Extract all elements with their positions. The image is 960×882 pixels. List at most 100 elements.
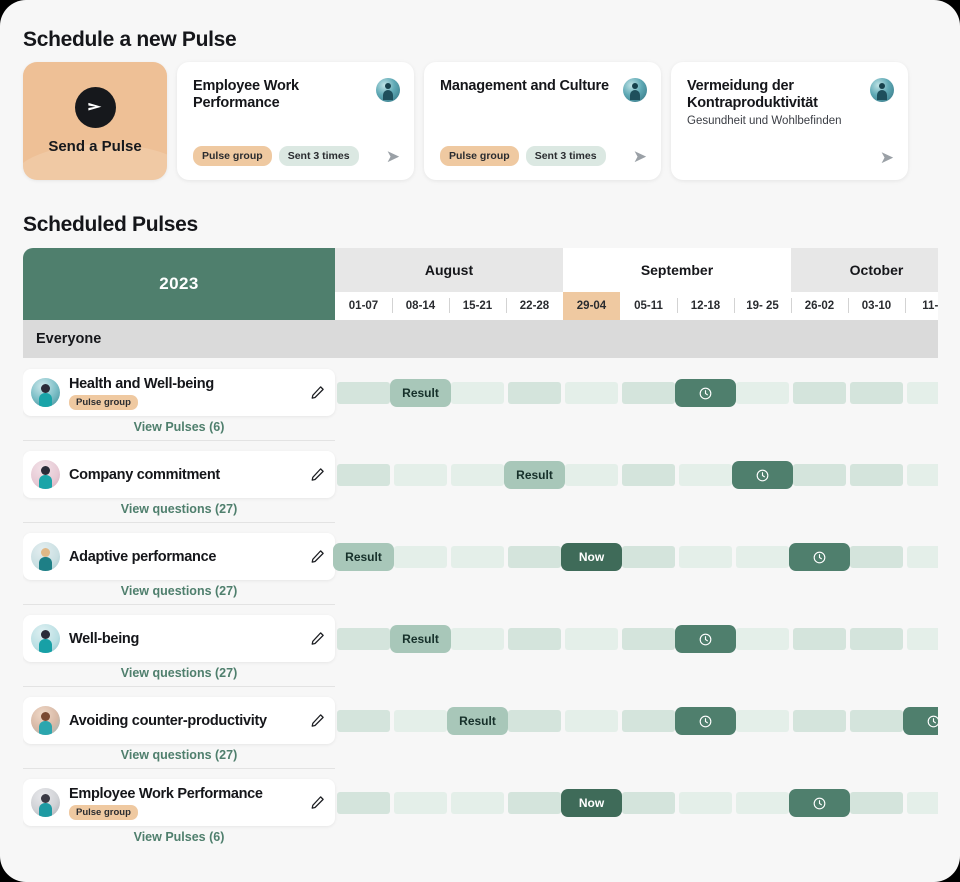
now-marker[interactable]: Now (561, 789, 622, 817)
pencil-icon[interactable] (310, 549, 325, 564)
view-items-link[interactable]: View questions (27) (120, 502, 238, 516)
pencil-icon[interactable] (310, 467, 325, 482)
scheduled-clock-marker[interactable] (789, 543, 850, 571)
send-arrow-icon[interactable]: ➤ (385, 146, 400, 166)
track-segment (850, 710, 903, 732)
pulse-card-title: Management and Culture (440, 78, 609, 94)
week-cell-5[interactable]: 05-11 (634, 300, 663, 312)
scheduled-clock-marker[interactable] (903, 707, 938, 735)
pulse-row-card[interactable]: Avoiding counter-productivity (23, 697, 335, 744)
scheduled-clock-marker[interactable] (789, 789, 850, 817)
week-cell-2[interactable]: 15-21 (449, 292, 506, 320)
pulse-row-card[interactable]: Adaptive performance (23, 533, 335, 580)
result-marker[interactable]: Result (390, 379, 451, 407)
sent-times-tag: Sent 3 times (525, 146, 606, 166)
pulse-row-name: Avoiding counter-productivity (69, 712, 267, 729)
pulse-row-name: Well-being (69, 630, 140, 647)
scheduled-clock-marker[interactable] (675, 625, 736, 653)
two-people-avatar (31, 706, 60, 735)
sent-times-tag: Sent 3 times (278, 146, 359, 166)
view-items-link[interactable]: View Pulses (6) (133, 830, 225, 844)
view-items-link[interactable]: View questions (27) (120, 666, 238, 680)
week-cell-0[interactable]: 01-07 (348, 300, 379, 312)
pulse-card-2[interactable]: Vermeidung der Kontraproduktivität Gesun… (671, 62, 908, 180)
pulse-row-card[interactable]: Health and Well-being Pulse group (23, 369, 335, 416)
track-segment (679, 546, 732, 568)
view-items-link[interactable]: View Pulses (6) (133, 420, 225, 434)
woman-headset-avatar (31, 378, 60, 407)
pulse-row-card[interactable]: Company commitment (23, 451, 335, 498)
track-segment (451, 464, 504, 486)
pulse-row-text: Well-being (69, 631, 310, 647)
timeline-rows: Health and Well-being Pulse group View Pul… (23, 358, 938, 848)
view-items-link[interactable]: View questions (27) (120, 748, 238, 762)
pulse-row-text: Company commitment (69, 467, 310, 483)
pulse-group-badge: Pulse group (69, 804, 138, 820)
track-segment (907, 382, 938, 404)
week-cell-1[interactable]: 08-14 (392, 292, 449, 320)
group-header-label: Everyone (36, 331, 102, 347)
woman-waving-avatar (31, 460, 60, 489)
track-segment (337, 792, 390, 814)
pulse-group-tag: Pulse group (440, 146, 519, 166)
track-segment (793, 628, 846, 650)
result-marker[interactable]: Result (390, 625, 451, 653)
pulse-row-name: Adaptive performance (69, 548, 217, 565)
send-a-pulse-label: Send a Pulse (48, 138, 142, 155)
stressed-person-avatar (31, 788, 60, 817)
pulse-card-1[interactable]: Management and Culture Pulse group Sent … (424, 62, 661, 180)
pulse-row-card[interactable]: Employee Work Performance Pulse group (23, 779, 335, 826)
person-globe-avatar (870, 78, 894, 102)
track-segment (337, 382, 390, 404)
track-segment (394, 710, 447, 732)
track-segment (508, 628, 561, 650)
track-segment (508, 792, 561, 814)
row-divider (23, 440, 335, 441)
scheduled-clock-marker[interactable] (675, 379, 736, 407)
pencil-icon[interactable] (310, 385, 325, 400)
year-block: 2023 (23, 248, 335, 320)
track-segment (565, 710, 618, 732)
scheduled-clock-marker[interactable] (732, 461, 793, 489)
week-cell-4[interactable]: 29-04 (563, 292, 620, 320)
pencil-icon[interactable] (310, 631, 325, 646)
scheduled-clock-marker[interactable] (675, 707, 736, 735)
result-marker[interactable]: Result (504, 461, 565, 489)
year-label: 2023 (159, 274, 199, 293)
track-segment (451, 546, 504, 568)
pencil-icon[interactable] (310, 713, 325, 728)
now-marker[interactable]: Now (561, 543, 622, 571)
track-segment (907, 628, 938, 650)
track-segment (394, 464, 447, 486)
week-cell-9[interactable]: 03-10 (848, 292, 905, 320)
pulse-row-card[interactable]: Well-being (23, 615, 335, 662)
group-header-everyone: Everyone (23, 320, 938, 358)
track-segment (622, 382, 675, 404)
pulse-card-footer: Pulse group Sent 3 times ➤ (440, 146, 647, 166)
send-arrow-icon[interactable]: ➤ (632, 146, 647, 166)
track-segment (850, 546, 903, 568)
week-header-row: 01-07 08-14 15-21 22-28 29-04 05-11 12-18 19- 2… (335, 292, 938, 320)
view-items-link[interactable]: View questions (27) (120, 584, 238, 598)
week-cell-7[interactable]: 19- 25 (734, 292, 791, 320)
pulse-group-badge: Pulse group (69, 394, 138, 410)
send-arrow-icon[interactable]: ➤ (879, 148, 894, 167)
result-marker[interactable]: Result (333, 543, 394, 571)
week-cell-8[interactable]: 26-02 (791, 292, 848, 320)
week-cell-10[interactable]: 11-1 (905, 292, 938, 320)
pencil-icon[interactable] (310, 795, 325, 810)
result-marker[interactable]: Result (447, 707, 508, 735)
schedule-track: Result (335, 625, 938, 653)
week-cell-6[interactable]: 12-18 (677, 292, 734, 320)
track-segment (793, 710, 846, 732)
pulse-card-0[interactable]: Employee Work Performance Pulse group Se… (177, 62, 414, 180)
pulse-row-name: Company commitment (69, 466, 220, 483)
timeline-row: Health and Well-being Pulse group View Pul… (23, 358, 938, 440)
track-segment (907, 464, 938, 486)
track-segment (451, 382, 504, 404)
pulse-card-footer: ➤ (687, 149, 894, 166)
month-header-september: September (563, 248, 791, 292)
track-segment (622, 546, 675, 568)
week-cell-3[interactable]: 22-28 (506, 292, 563, 320)
send-a-pulse-tile[interactable]: Send a Pulse (23, 62, 167, 180)
